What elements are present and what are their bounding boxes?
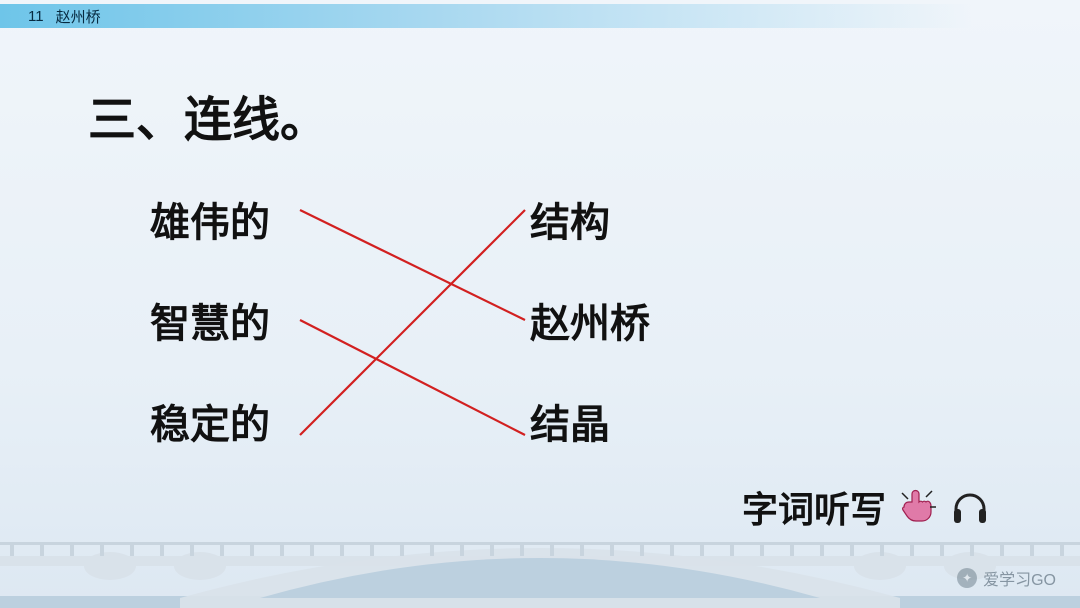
- left-column: 雄伟的 智慧的 稳定的: [150, 190, 310, 450]
- lesson-header: 11 赵州桥: [0, 4, 1080, 28]
- right-column: 结构 赵州桥 结晶: [530, 190, 690, 450]
- audio-label: 字词听写: [742, 481, 886, 533]
- right-item: 赵州桥: [530, 291, 690, 349]
- pointing-hand-icon: [896, 485, 940, 529]
- matching-exercise: 雄伟的 智慧的 稳定的 结构 赵州桥 结晶: [150, 180, 710, 470]
- right-item: 结晶: [530, 392, 690, 450]
- right-item: 结构: [530, 190, 690, 248]
- watermark-text: 爱学习GO: [983, 566, 1056, 590]
- lesson-title: 赵州桥: [56, 6, 101, 27]
- left-item: 雄伟的: [150, 190, 310, 248]
- watermark: ✦ 爱学习GO: [957, 566, 1056, 590]
- wechat-icon: ✦: [957, 568, 977, 588]
- question-title: 三、连线。: [88, 80, 328, 150]
- headphone-icon: [950, 487, 990, 527]
- lesson-number: 11: [28, 8, 44, 25]
- audio-dictation-link[interactable]: 字词听写: [742, 481, 990, 533]
- left-item: 稳定的: [150, 392, 310, 450]
- left-item: 智慧的: [150, 291, 310, 349]
